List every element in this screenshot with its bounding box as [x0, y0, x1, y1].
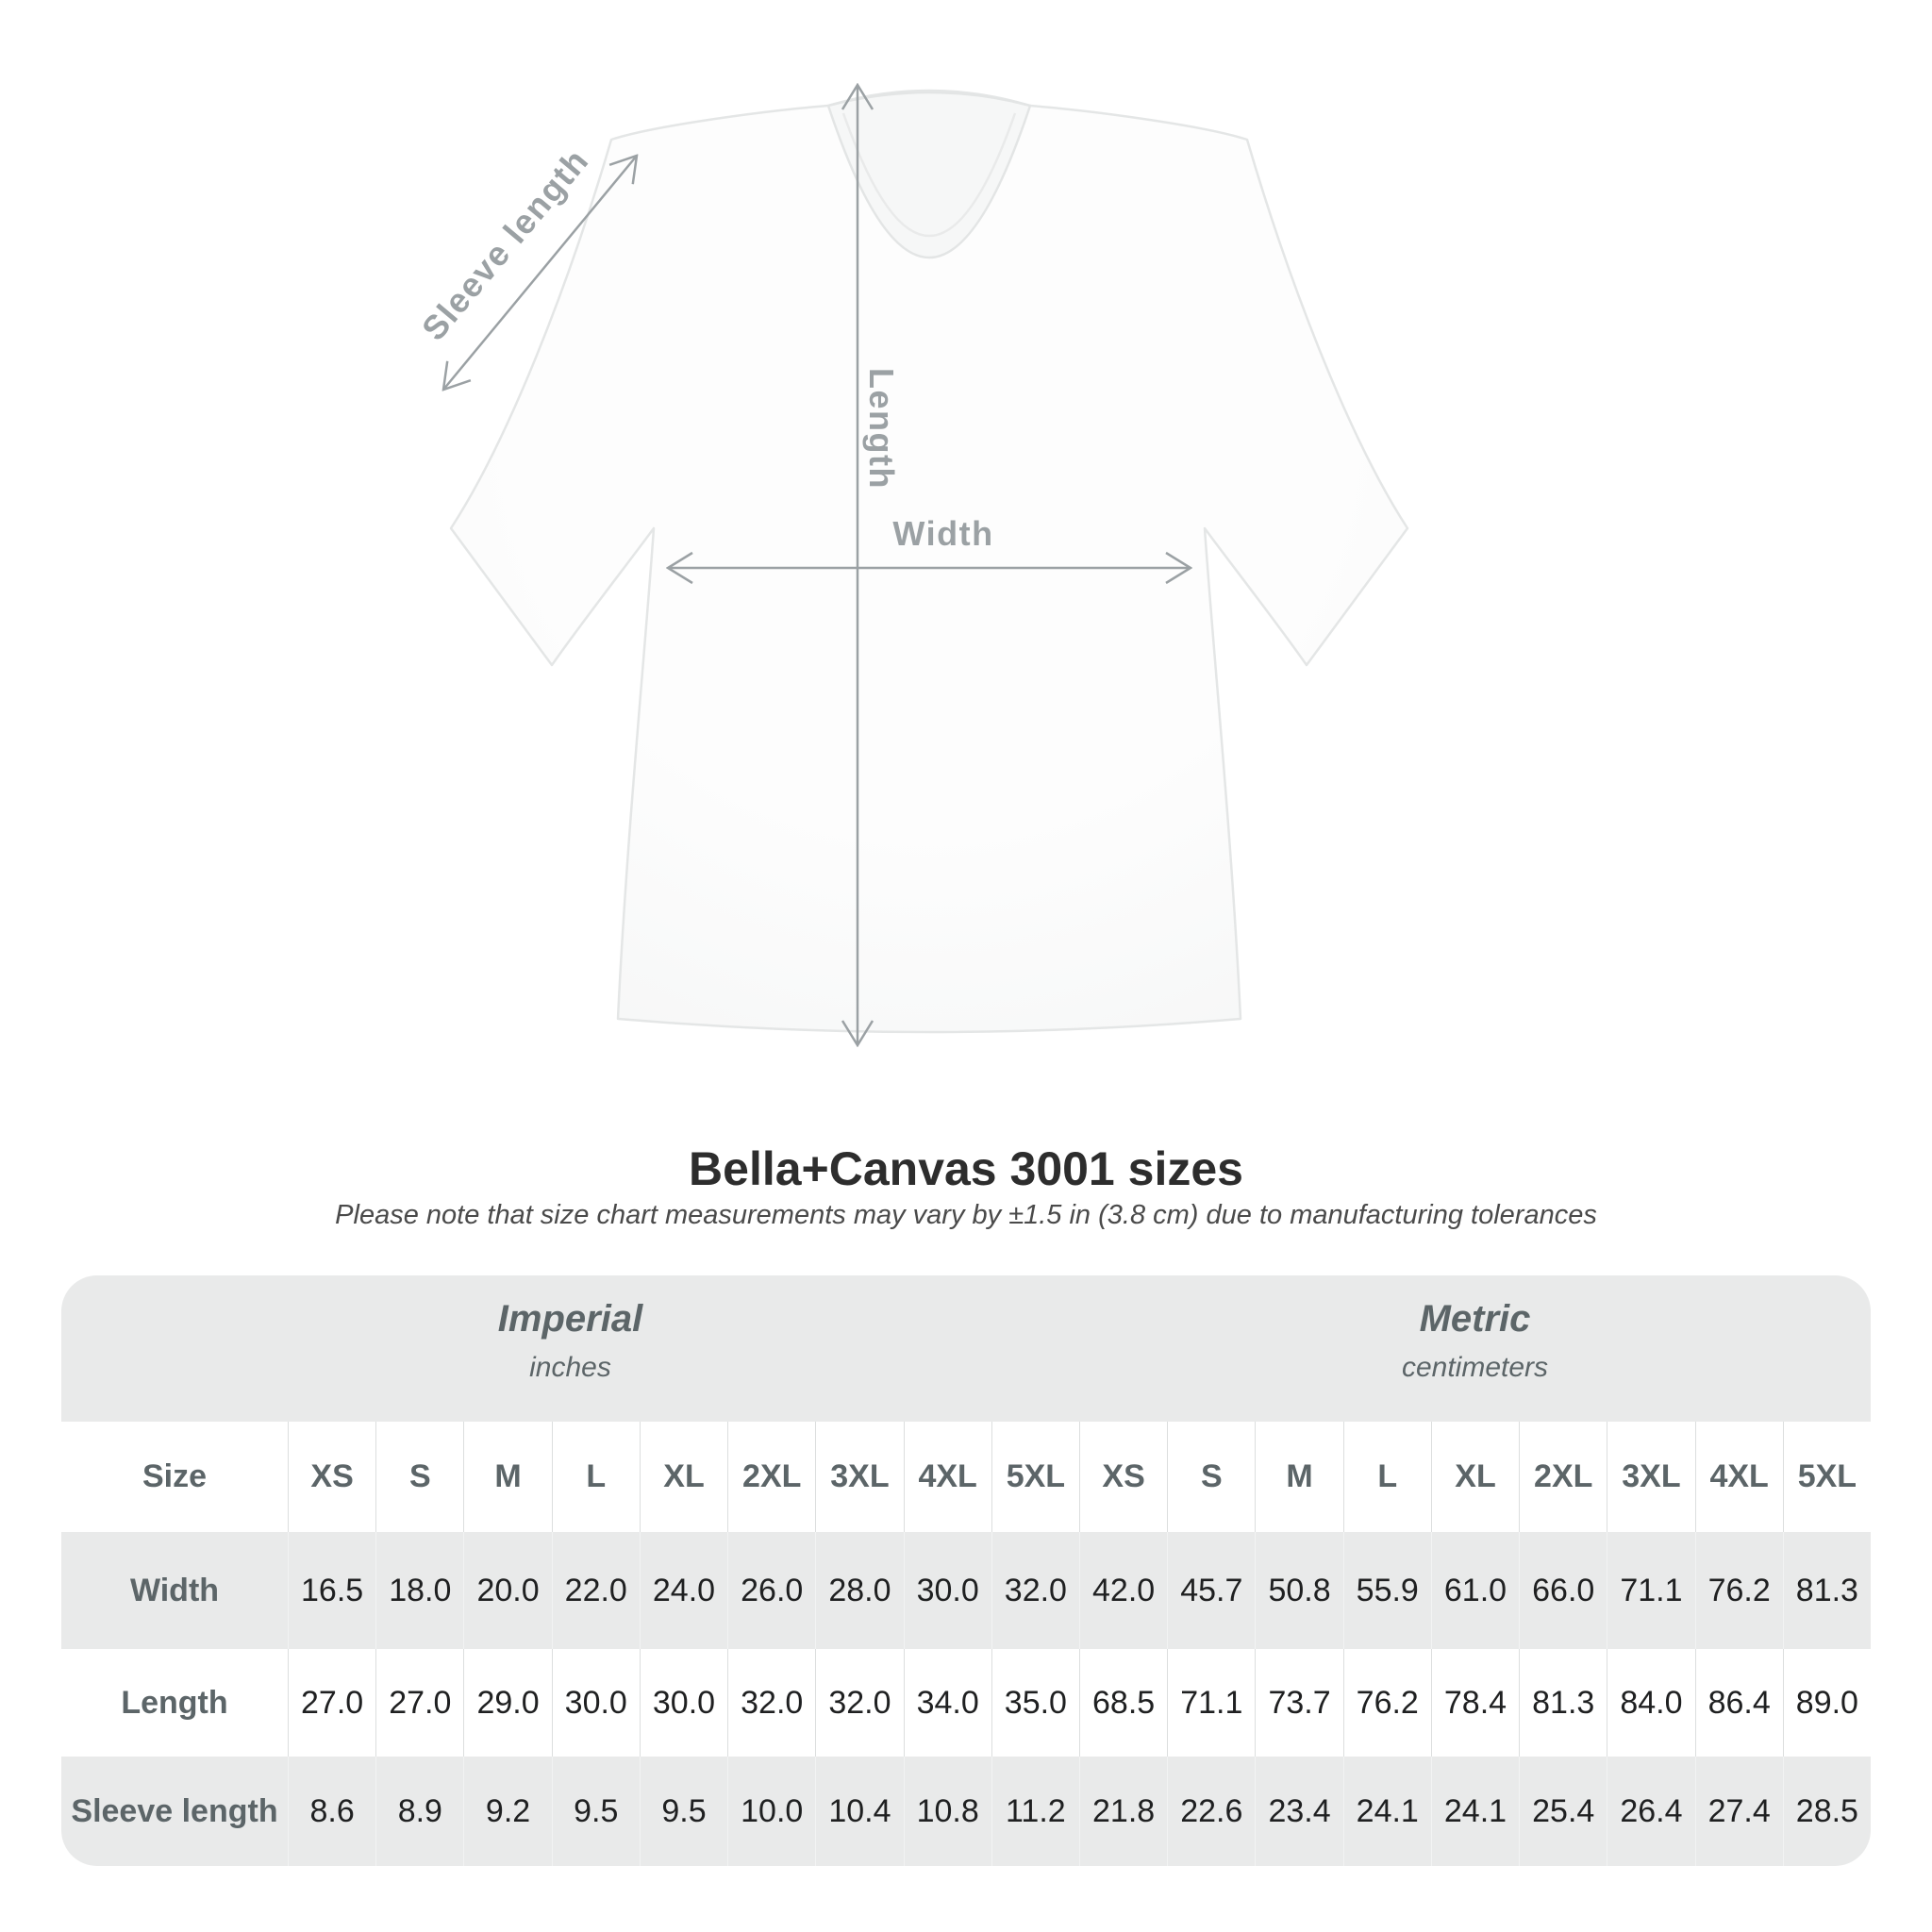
value-imperial: 20.0: [463, 1532, 551, 1649]
measurement-row-label: Sleeve length: [71, 1792, 278, 1829]
value-metric: 23.4: [1255, 1757, 1342, 1866]
value-imperial: 9.2: [463, 1757, 551, 1866]
size-column-header: Size: [142, 1458, 208, 1494]
value-imperial: 18.0: [375, 1532, 463, 1649]
size-header-metric-xs: XS: [1078, 1422, 1167, 1532]
imperial-group-header: Imperial inches: [61, 1275, 1079, 1422]
tshirt-diagram: Sleeve length Length Width: [414, 47, 1409, 1104]
value-imperial: 30.0: [639, 1649, 727, 1757]
value-imperial: 10.0: [727, 1757, 815, 1866]
value-metric: 61.0: [1430, 1532, 1519, 1649]
size-header-imperial-xs: XS: [288, 1422, 375, 1532]
value-imperial: 27.0: [375, 1649, 463, 1757]
value-metric: 81.3: [1519, 1649, 1607, 1757]
size-header-imperial-l: L: [551, 1422, 640, 1532]
value-metric: 27.4: [1694, 1757, 1783, 1866]
value-metric: 86.4: [1694, 1649, 1783, 1757]
value-metric: 73.7: [1255, 1649, 1342, 1757]
value-imperial: 30.0: [903, 1532, 991, 1649]
size-header-imperial-5xl: 5XL: [991, 1422, 1079, 1532]
imperial-group-title: Imperial: [497, 1298, 643, 1340]
value-metric: 71.1: [1607, 1532, 1694, 1649]
value-imperial: 32.0: [991, 1532, 1079, 1649]
value-imperial: 9.5: [639, 1757, 727, 1866]
value-imperial: 10.4: [815, 1757, 903, 1866]
value-imperial: 11.2: [991, 1757, 1079, 1866]
size-header-metric-2xl: 2XL: [1519, 1422, 1607, 1532]
size-header-metric-l: L: [1342, 1422, 1431, 1532]
value-metric: 71.1: [1167, 1649, 1255, 1757]
value-metric: 50.8: [1255, 1532, 1342, 1649]
measurement-row-label: Length: [121, 1684, 228, 1721]
value-imperial: 8.9: [375, 1757, 463, 1866]
length-arrow-label: Length: [862, 368, 901, 490]
value-imperial: 32.0: [815, 1649, 903, 1757]
value-imperial: 8.6: [288, 1757, 375, 1866]
value-metric: 66.0: [1519, 1532, 1607, 1649]
metric-group-header: Metric centimeters: [1079, 1275, 1871, 1422]
tshirt-collar: [826, 91, 1032, 258]
metric-group-unit: centimeters: [1401, 1352, 1549, 1383]
value-imperial: 27.0: [288, 1649, 375, 1757]
width-arrow: Width: [668, 514, 1191, 568]
value-metric: 55.9: [1342, 1532, 1431, 1649]
value-imperial: 29.0: [463, 1649, 551, 1757]
value-imperial: 34.0: [903, 1649, 991, 1757]
value-imperial: 28.0: [815, 1532, 903, 1649]
size-header-metric-xl: XL: [1430, 1422, 1519, 1532]
size-table: Imperial inches Metric centimeters Size X…: [61, 1275, 1871, 1866]
size-header-imperial-3xl: 3XL: [815, 1422, 903, 1532]
length-row: Length 27.0 27.0 29.0 30.0 30.0 32.0 32.0 34.0 35…: [61, 1649, 1871, 1757]
value-metric: 28.5: [1782, 1757, 1871, 1866]
size-header-imperial-m: M: [463, 1422, 551, 1532]
size-header-row: Size XS S M L XL 2XL 3XL 4XL 5XL XS S M L XL 2XL 3XL 4XL 5…: [61, 1422, 1871, 1532]
size-header-metric-m: M: [1255, 1422, 1342, 1532]
unit-group-header-row: Imperial inches Metric centimeters: [61, 1275, 1871, 1422]
value-imperial: 16.5: [288, 1532, 375, 1649]
value-metric: 42.0: [1078, 1532, 1167, 1649]
size-header-metric-s: S: [1167, 1422, 1255, 1532]
page-subtitle: Please note that size chart measurements…: [335, 1200, 1597, 1230]
sleeve-length-row: Sleeve length 8.6 8.9 9.2 9.5 9.5 10.0 10.4 10.8…: [61, 1757, 1871, 1866]
value-metric: 78.4: [1430, 1649, 1519, 1757]
value-metric: 26.4: [1607, 1757, 1694, 1866]
width-arrow-label: Width: [892, 514, 993, 553]
imperial-group-unit: inches: [529, 1352, 611, 1383]
value-imperial: 24.0: [639, 1532, 727, 1649]
value-imperial: 22.0: [551, 1532, 640, 1649]
value-imperial: 9.5: [551, 1757, 640, 1866]
page-title: Bella+Canvas 3001 sizes: [689, 1142, 1243, 1195]
value-imperial: 26.0: [727, 1532, 815, 1649]
value-metric: 21.8: [1078, 1757, 1167, 1866]
size-header-imperial-xl: XL: [639, 1422, 727, 1532]
value-metric: 68.5: [1078, 1649, 1167, 1757]
value-metric: 25.4: [1519, 1757, 1607, 1866]
value-imperial: 32.0: [727, 1649, 815, 1757]
value-metric: 24.1: [1430, 1757, 1519, 1866]
value-metric: 89.0: [1782, 1649, 1871, 1757]
value-metric: 76.2: [1694, 1532, 1783, 1649]
size-header-metric-3xl: 3XL: [1607, 1422, 1694, 1532]
metric-group-title: Metric: [1419, 1298, 1531, 1340]
value-imperial: 35.0: [991, 1649, 1079, 1757]
value-metric: 81.3: [1782, 1532, 1871, 1649]
value-imperial: 30.0: [551, 1649, 640, 1757]
value-metric: 84.0: [1607, 1649, 1694, 1757]
size-header-metric-4xl: 4XL: [1694, 1422, 1783, 1532]
value-metric: 24.1: [1342, 1757, 1431, 1866]
size-header-imperial-4xl: 4XL: [903, 1422, 991, 1532]
value-metric: 45.7: [1167, 1532, 1255, 1649]
size-header-imperial-s: S: [375, 1422, 463, 1532]
value-metric: 76.2: [1342, 1649, 1431, 1757]
size-header-imperial-2xl: 2XL: [727, 1422, 815, 1532]
width-row: Width 16.5 18.0 20.0 22.0 24.0 26.0 28.0 30.0 32.…: [61, 1532, 1871, 1649]
value-metric: 22.6: [1167, 1757, 1255, 1866]
value-imperial: 10.8: [903, 1757, 991, 1866]
measurement-row-label: Width: [129, 1572, 220, 1608]
size-header-metric-5xl: 5XL: [1782, 1422, 1871, 1532]
